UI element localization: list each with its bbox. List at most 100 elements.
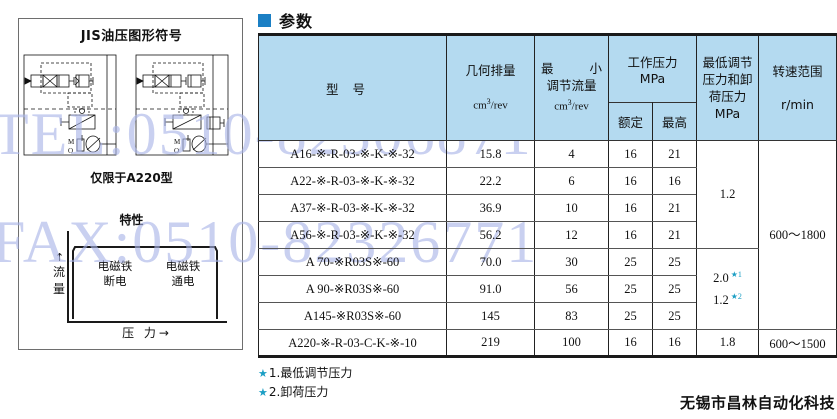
col-header-working-pressure: 工作压力 MPa (607, 32, 698, 103)
cell-max-pressure: 21 (651, 140, 698, 168)
cell-rated-pressure: 25 (608, 302, 653, 330)
cell-displacement: 22.2 (446, 167, 535, 195)
table-row: A16-※-R-03-※-K-※-32 15.8 4 16 21 1.2 600… (258, 140, 837, 330)
page-title: 参数 (279, 12, 314, 31)
jis-panel-title: JIS油压图形符号 (80, 29, 183, 44)
cell-rated-pressure: 25 (608, 248, 653, 276)
x-axis-label: 压 力→ (122, 326, 172, 340)
col-header-min-flow-unit: cm3/rev (554, 98, 589, 113)
table-row: A220-※-R-03-C-K-※-10 219 100 16 16 1.8 6… (258, 329, 837, 358)
col-header-max: 最高 (651, 102, 698, 141)
characteristic-curve (72, 246, 218, 319)
footnote-1-text: 1.最低调节压力 (268, 366, 353, 380)
cell-min-flow: 12 (534, 221, 609, 249)
min-adjust-value-2: 1.2 ★2 (697, 292, 758, 308)
svg-text:O: O (174, 147, 179, 155)
svg-text:M: M (68, 138, 75, 146)
solenoid-off-line1: 电磁铁 (97, 259, 133, 273)
table-row: A145-※R03S※-60 145 83 25 25 (258, 302, 837, 330)
col-header-working-pressure-text: 工作压力 (627, 55, 678, 71)
table-row: A37-※-R-03-※-K-※-32 36.9 10 16 21 (258, 194, 837, 222)
min-adjust-value-1: 2.0 ★1 (697, 270, 758, 286)
cell-rated-pressure: 16 (608, 221, 653, 249)
col-header-model-char1: 型 (325, 81, 353, 97)
col-header-speed-range-text: 转速范围 (772, 64, 823, 79)
col-header-model: 型号 (258, 33, 447, 141)
cell-model: A 70-※R03S※-60 (258, 248, 447, 276)
table-row: A56-※-R-03-※-K-※-32 56.2 12 16 21 (258, 221, 837, 249)
col-header-min-adjust-line1: 最低调节 (702, 55, 753, 70)
col-header-rated: 额定 (608, 102, 653, 141)
y-axis-line (67, 231, 69, 323)
hydraulic-schematic-right-icon: M O (135, 54, 229, 156)
table-row: A 90-※R03S※-60 91.0 56 25 25 (258, 275, 837, 303)
solenoid-off-line2: 断电 (103, 274, 127, 288)
cell-min-adjust-group-1: 1.2 (696, 140, 760, 249)
col-header-min-adjust-line2: 压力和卸 (702, 72, 753, 87)
jis-symbol-panel: JIS油压图形符号 (18, 18, 243, 350)
min-adjust-number-1: 2.0 (713, 271, 729, 285)
cell-displacement: 145 (446, 302, 535, 330)
solenoid-off-label: 电磁铁 断电 (85, 259, 145, 289)
cell-min-flow: 56 (534, 275, 609, 303)
col-header-min-adjust-unit: MPa (714, 106, 741, 121)
solenoid-on-label: 电磁铁 通电 (153, 259, 213, 289)
cell-min-flow: 4 (534, 140, 609, 168)
characteristic-chart: ↑ 流量 电磁铁 断电 电磁铁 通电 压 力→ (41, 231, 227, 343)
footnote-star-icon-1: ★ (258, 367, 268, 380)
y-axis-label: 流量 (52, 265, 65, 296)
col-header-model-char2: 号 (352, 81, 380, 97)
cell-speed-group-1: 600～1800 (758, 140, 837, 330)
footnote-2: ★2.卸荷压力 (258, 383, 352, 402)
a220-only-note: 仅限于A220型 (90, 171, 173, 185)
col-header-working-pressure-unit: MPa (639, 71, 666, 87)
col-header-min-adjust-pressure: 最低调节 压力和卸 荷压力 MPa (696, 33, 760, 141)
company-name: 无锡市昌林自动化科技 (679, 394, 835, 412)
cell-min-flow: 30 (534, 248, 609, 276)
footnote-marker-2: ★2 (730, 292, 742, 301)
cell-max-pressure: 16 (651, 329, 698, 358)
col-header-min-flow-char1: 最 (541, 61, 554, 77)
y-axis-arrow: ↑ (55, 251, 65, 264)
table-row: A 70-※R03S※-60 70.0 30 25 25 2.0 ★1 1.2 ★2 (258, 248, 837, 330)
cell-min-flow: 10 (534, 194, 609, 222)
cell-max-pressure: 25 (651, 275, 698, 303)
cell-rated-pressure: 16 (608, 329, 653, 358)
cell-model: A145-※R03S※-60 (258, 302, 447, 330)
cell-model: A220-※-R-03-C-K-※-10 (258, 329, 447, 358)
footnote-marker-1: ★1 (730, 269, 742, 279)
cell-min-flow: 6 (534, 167, 609, 195)
cell-rated-pressure: 25 (608, 275, 653, 303)
section-heading: 参数 (258, 8, 313, 32)
cell-min-adjust-group-3: 1.8 (696, 329, 760, 358)
solenoid-on-line1: 电磁铁 (165, 259, 201, 273)
min-adjust-number-2: 1.2 (713, 293, 729, 308)
cell-min-adjust-group-2: 2.0 ★1 1.2 ★2 (696, 248, 760, 330)
footnote-2-text: 2.卸荷压力 (268, 385, 329, 399)
col-header-displacement: 几何排量 cm3/rev (446, 33, 535, 141)
col-header-speed-range-unit: r/min (781, 97, 814, 112)
col-header-min-flow-text: 调节流量 (546, 78, 597, 94)
cell-displacement: 15.8 (446, 140, 535, 168)
cell-max-pressure: 21 (651, 221, 698, 249)
svg-text:M: M (174, 138, 181, 146)
cell-max-pressure: 25 (651, 248, 698, 276)
cell-rated-pressure: 16 (608, 194, 653, 222)
blue-square-bullet-icon (258, 13, 271, 27)
cell-model: A37-※-R-03-※-K-※-32 (258, 194, 447, 222)
cell-max-pressure: 25 (651, 302, 698, 330)
cell-min-flow: 83 (534, 302, 609, 330)
x-axis-line (67, 321, 227, 323)
spec-table-wrapper: 型号 几何排量 cm3/rev 最 小 调节流量 cm3/rev 工作压力 (258, 32, 837, 358)
col-header-displacement-text: 几何排量 (465, 62, 516, 78)
col-header-min-adjust-line3: 荷压力 (708, 89, 747, 104)
cell-max-pressure: 16 (651, 167, 698, 195)
cell-speed-group-2: 600～1500 (758, 329, 837, 358)
cell-max-pressure: 21 (651, 194, 698, 222)
spec-table: 型号 几何排量 cm3/rev 最 小 调节流量 cm3/rev 工作压力 (258, 32, 837, 358)
cell-rated-pressure: 16 (608, 167, 653, 195)
cell-displacement: 36.9 (446, 194, 535, 222)
cell-displacement: 219 (446, 329, 535, 358)
cell-rated-pressure: 16 (608, 140, 653, 168)
svg-text:O: O (68, 147, 73, 155)
